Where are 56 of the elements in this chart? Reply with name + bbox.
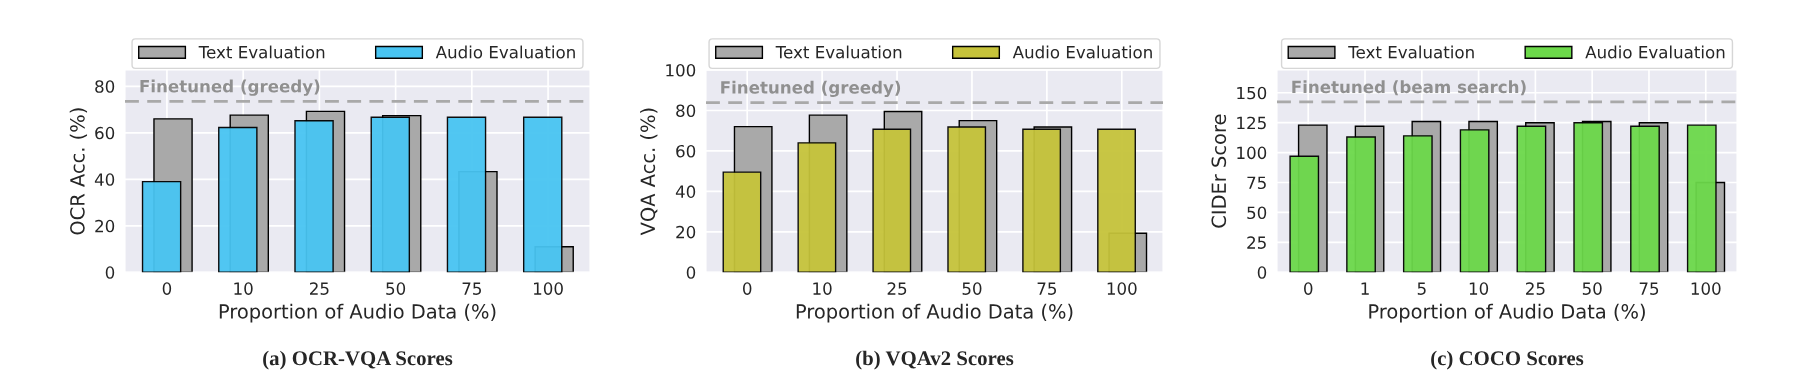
y-tick-label: 40 [675,185,696,198]
x-tick-label: 10 [234,282,253,295]
y-axis-title: OCR Acc. (%) [69,108,88,235]
x-tick-label: 25 [310,282,329,295]
legend-label: Text Evaluation [198,45,325,59]
x-tick-label: 50 [1582,282,1602,295]
x-tick-label: 0 [162,282,172,295]
y-tick-label: 20 [676,225,696,239]
x-axis-title: Proportion of Audio Data (%) [1369,303,1645,323]
legend-label: Text Evaluation [1348,45,1474,59]
legend-label: Audio Evaluation [1585,45,1725,59]
y-tick-label: 80 [95,80,115,93]
x-tick-label: 50 [962,282,982,295]
y-tick-label: 60 [95,126,115,140]
x-tick-label: 1 [1361,282,1369,295]
x-tick-label: 100 [1107,282,1137,295]
x-axis-title: Proportion of Audio Data (%) [219,303,496,323]
x-tick-label: 25 [1526,282,1545,295]
ref-line-label: Finetuned (greedy) [140,79,320,96]
x-tick-label: 10 [1469,282,1489,295]
y-tick-label: 150 [1237,86,1267,100]
y-tick-label: 50 [1247,206,1267,220]
x-axis-title: Proportion of Audio Data (%) [796,303,1073,323]
text: (c) COCO Scores [1431,350,1584,370]
y-tick-label: 25 [1247,236,1266,249]
legend-label: Text Evaluation [775,45,902,59]
text: (b) VQAv2 Scores [856,350,1014,370]
x-tick-label: 75 [462,282,481,295]
x-tick-label: 5 [1417,282,1426,295]
y-tick-label: 20 [95,219,115,233]
x-tick-label: 50 [386,282,406,295]
x-tick-label: 100 [534,282,563,295]
y-axis-title: CIDEr Score [1211,114,1227,228]
x-tick-label: 0 [1304,282,1313,295]
y-tick-label: 0 [686,266,696,279]
text: (a) OCR-VQA Scores [263,350,453,370]
x-tick-label: 75 [1639,282,1659,295]
y-axis-title: VQA Acc. (%) [640,108,658,236]
x-tick-label: 0 [743,282,752,295]
x-tick-label: 25 [887,282,907,295]
y-tick-label: 125 [1237,116,1266,130]
y-tick-label: 40 [94,173,115,186]
y-tick-label: 100 [1237,146,1267,160]
legend-label: Audio Evaluation [435,45,575,59]
y-tick-label: 100 [666,63,696,77]
legend-label: Audio Evaluation [1012,45,1152,59]
x-tick-label: 100 [1691,282,1721,295]
y-tick-label: 60 [676,144,696,158]
y-tick-label: 80 [676,104,696,118]
ref-line-label: Finetuned (beam search) [1292,80,1526,96]
y-tick-label: 0 [1257,266,1267,279]
ref-line-label: Finetuned (greedy) [721,80,901,98]
x-tick-label: 75 [1037,282,1057,295]
x-tick-label: 10 [813,282,832,295]
y-tick-label: 0 [105,266,115,279]
y-tick-label: 75 [1247,176,1266,190]
